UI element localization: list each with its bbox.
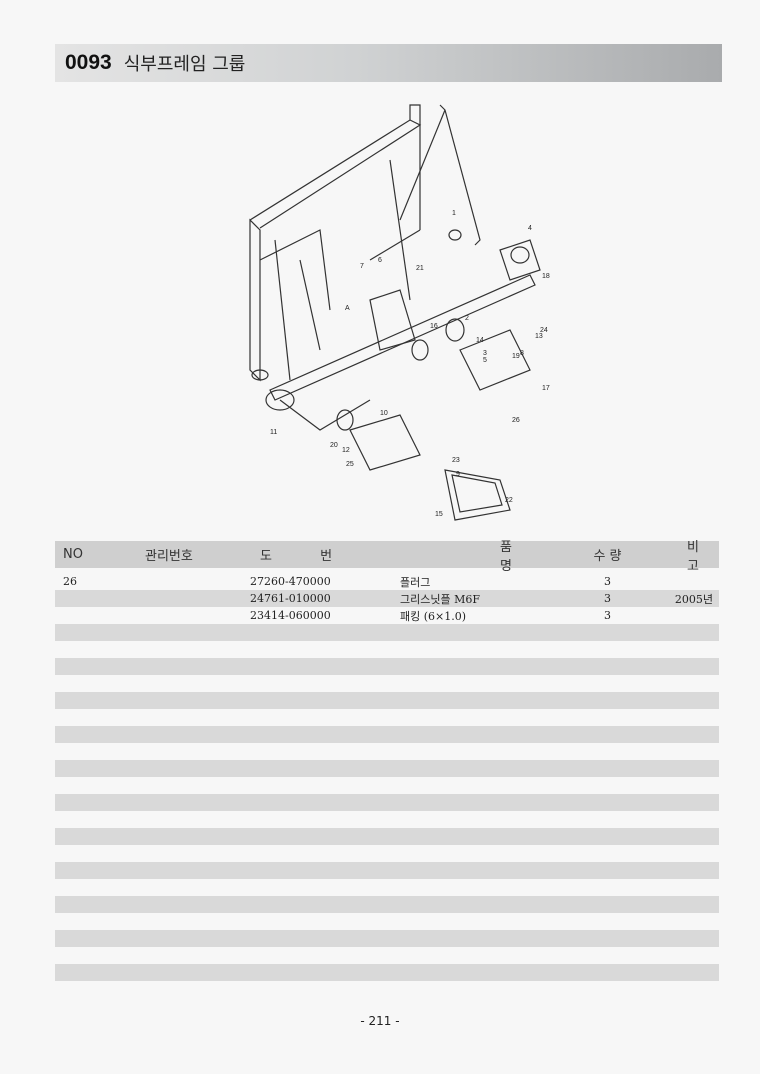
cell-drawing: 24761-010000 (250, 592, 331, 605)
callout: 16 (430, 323, 438, 330)
col-drawing-no: 도 번 (260, 549, 355, 564)
callout: 6 (378, 257, 382, 264)
section-title: 식부프레임 그룹 (123, 54, 246, 75)
page-number: - 211 - (360, 1014, 400, 1028)
callout: 21 (416, 265, 424, 272)
empty-table-row (55, 794, 719, 811)
cell-name: 플러그 (400, 575, 431, 589)
empty-table-row (55, 964, 719, 981)
empty-table-row (55, 709, 719, 726)
cell-no: 26 (63, 575, 77, 588)
callout: 17 (542, 385, 550, 392)
cell-name: 패킹 (6×1.0) (400, 609, 467, 623)
callout: 20 (330, 442, 338, 449)
empty-table-row (55, 692, 719, 709)
parts-exploded-diagram: 1 4 18 7 6 21 2 16 13 24 3 5 19 8 14 10 … (249, 104, 550, 521)
col-part-name: 품 명 (500, 539, 534, 574)
callout: 12 (342, 447, 350, 454)
cell-drawing: 27260-470000 (250, 575, 331, 588)
callout: 2 (465, 315, 469, 322)
callout-labels: 1 4 18 7 6 21 2 16 13 24 3 5 19 8 14 10 … (270, 210, 550, 518)
callout: 11 (270, 429, 277, 436)
table-row: 24761-010000 그리스닛플 M6F 3 2005년 (55, 590, 719, 607)
empty-table-row (55, 658, 719, 675)
empty-table-row (55, 675, 719, 692)
empty-table-row (55, 811, 719, 828)
callout: 25 (346, 461, 354, 468)
callout: 7 (360, 263, 364, 270)
frame-drawing (249, 104, 541, 521)
col-no: NO (63, 547, 83, 562)
callout: 3 (483, 350, 487, 357)
table-row: 23414-060000 패킹 (6×1.0) 3 (55, 607, 719, 624)
empty-table-row (55, 828, 719, 845)
callout: 19 (512, 353, 520, 360)
col-remarks: 비 고 (687, 539, 713, 574)
callout: 13 (535, 333, 543, 340)
empty-table-row (55, 641, 719, 658)
cell-note: 2005년 (674, 592, 713, 606)
cell-qty: 3 (604, 575, 611, 588)
callout: A (345, 305, 350, 312)
callout: 5 (483, 357, 487, 364)
callout: 10 (380, 410, 388, 417)
callout: 15 (435, 511, 443, 518)
col-qty: 수 량 (593, 549, 622, 564)
col-mgmt-no: 관리번호 (145, 549, 193, 564)
empty-table-row (55, 947, 719, 964)
empty-table-row (55, 913, 719, 930)
callout: 9 (456, 471, 460, 478)
empty-table-row (55, 624, 719, 641)
section-header: 0093 식부프레임 그룹 (55, 44, 722, 82)
empty-table-row (55, 845, 719, 862)
empty-table-row (55, 896, 719, 913)
callout: 8 (520, 350, 524, 357)
table-header: NO 관리번호 도 번 품 명 수 량 비 고 (55, 540, 719, 574)
empty-table-row (55, 726, 719, 743)
callout: 1 (452, 210, 456, 217)
empty-table-row (55, 862, 719, 879)
callout: 22 (505, 497, 513, 504)
cell-qty: 3 (604, 609, 611, 622)
cell-qty: 3 (604, 592, 611, 605)
parts-table: NO 관리번호 도 번 품 명 수 량 비 고 26 27260-470000 … (55, 540, 719, 981)
empty-table-row (55, 930, 719, 947)
empty-table-row (55, 760, 719, 777)
cell-name: 그리스닛플 M6F (400, 592, 480, 606)
callout: 26 (512, 417, 520, 424)
empty-table-row (55, 743, 719, 760)
callout: 24 (540, 327, 548, 334)
empty-table-row (55, 879, 719, 896)
callout: 4 (528, 225, 532, 232)
callout: 18 (542, 273, 550, 280)
callout: 23 (452, 457, 460, 464)
table-row: 26 27260-470000 플러그 3 (55, 573, 719, 590)
section-code: 0093 (65, 51, 112, 74)
empty-table-row (55, 777, 719, 794)
callout: 14 (476, 337, 484, 344)
cell-drawing: 23414-060000 (250, 609, 331, 622)
